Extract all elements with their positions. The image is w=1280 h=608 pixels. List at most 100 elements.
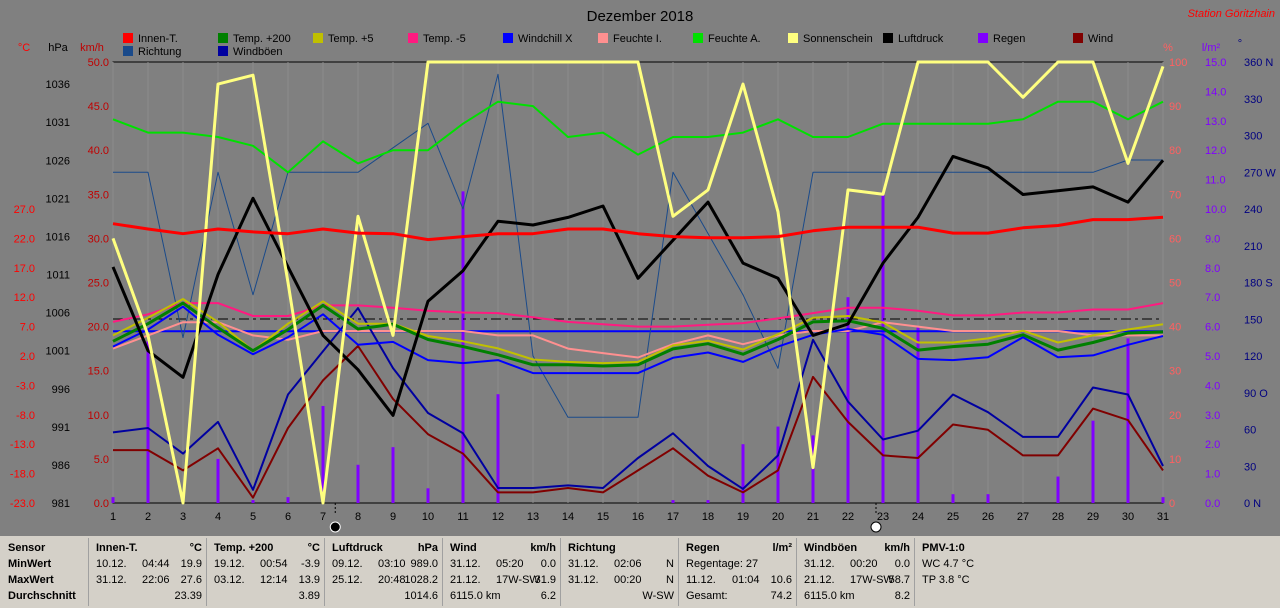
rain-bar — [216, 458, 220, 503]
summary-cell: 12:14 — [260, 574, 288, 586]
summary-cell: 8.2 — [894, 590, 910, 602]
tick-label-kmh: 50.0 — [88, 57, 109, 69]
tick-label-direction: 60 — [1244, 425, 1256, 437]
tick-label-direction: 90 O — [1244, 388, 1268, 400]
tick-label-kmh: 30.0 — [88, 233, 109, 245]
tick-label-rain: 2.0 — [1205, 439, 1220, 451]
summary-cell: 19.9 — [180, 558, 202, 570]
summary-cell: 1014.6 — [404, 590, 438, 602]
tick-label-percent: 90 — [1169, 101, 1181, 113]
full-moon-icon — [870, 521, 882, 533]
summary-cell: 00:54 — [260, 558, 288, 570]
legend-swatch — [1073, 33, 1083, 43]
summary-row-label: Sensor — [8, 542, 46, 554]
x-tick-label: 31 — [1157, 511, 1169, 523]
rain-bar — [1091, 420, 1095, 503]
summary-column-unit: hPa — [417, 542, 438, 554]
tick-label-hpa: 1011 — [46, 270, 70, 282]
series-line-sonnenschein — [111, 60, 1165, 505]
series-line-feuchte-a- — [112, 100, 1164, 174]
rain-bar — [356, 464, 360, 503]
column-divider — [324, 538, 325, 606]
legend-swatch — [123, 33, 133, 43]
tick-label-rain: 9.0 — [1205, 233, 1220, 245]
x-tick-label: 4 — [215, 511, 221, 523]
series-line-luftdruck — [111, 154, 1165, 417]
rain-bar — [951, 494, 955, 503]
column-divider — [560, 538, 561, 606]
tick-label-direction: 360 N — [1244, 57, 1273, 69]
tick-label-rain: 8.0 — [1205, 263, 1220, 275]
tick-label-hpa: 1026 — [46, 155, 70, 167]
summary-cell: 6.2 — [540, 590, 556, 602]
tick-label-rain: 4.0 — [1205, 380, 1220, 392]
rain-bar — [321, 405, 325, 503]
summary-table: Sensor MinWert MaxWert Durchschnitt Innen-T.… — [0, 536, 1280, 608]
tick-label-percent: 0 — [1169, 498, 1175, 510]
rain-bar — [426, 488, 430, 503]
tick-label-celsius: -3.0 — [16, 380, 35, 392]
legend-label: Temp. -5 — [423, 33, 466, 45]
rain-bar — [776, 426, 780, 503]
summary-cell: 31.12. — [804, 558, 835, 570]
summary-cell: 31.12. — [568, 574, 599, 586]
summary-cell: 03.12. — [214, 574, 245, 586]
summary-cell: 25.12. — [332, 574, 363, 586]
tick-label-rain: 12.0 — [1205, 145, 1226, 157]
tick-label-percent: 60 — [1169, 233, 1181, 245]
tick-label-rain: 0.0 — [1205, 498, 1220, 510]
tick-label-hpa: 1021 — [46, 193, 70, 205]
x-axis: 1 2 3 4 5 6 7 8 9 10 11 12 13 14 15 16 17 18 19 20 21 22 23 24 2… — [110, 503, 1169, 533]
rain-bar — [671, 500, 675, 503]
x-tick-label: 24 — [912, 511, 924, 523]
summary-column-unit: °C — [307, 542, 320, 554]
x-tick-label: 26 — [982, 511, 994, 523]
x-tick-label: 18 — [702, 511, 714, 523]
x-tick-label: 5 — [250, 511, 256, 523]
tick-label-percent: 30 — [1169, 366, 1181, 378]
summary-cell: TP 3.8 °C — [922, 574, 970, 586]
tick-label-rain: 10.0 — [1205, 204, 1226, 216]
summary-cell: 00:20 — [614, 574, 642, 586]
summary-cell: Gesamt: — [686, 590, 728, 602]
series-lines — [111, 60, 1165, 505]
legend-label: Innen-T. — [138, 33, 178, 45]
summary-cell: 31.9 — [534, 574, 556, 586]
summary-cell: 10.6 — [770, 574, 792, 586]
unit-hpa: hPa — [48, 42, 68, 54]
tick-label-hpa: 1031 — [46, 117, 70, 129]
summary-cell: 03:10 — [378, 558, 406, 570]
summary-column-title: Richtung — [568, 542, 616, 554]
x-tick-label: 14 — [562, 511, 574, 523]
tick-label-percent: 20 — [1169, 410, 1181, 422]
x-tick-label: 9 — [390, 511, 396, 523]
tick-label-direction: 300 — [1244, 131, 1262, 143]
summary-cell: 31.12. — [450, 558, 481, 570]
legend-label: Feuchte I. — [613, 33, 662, 45]
unit-kmh: km/h — [80, 42, 104, 54]
rain-bar — [286, 497, 290, 503]
tick-label-kmh: 15.0 — [88, 366, 109, 378]
summary-column: Temp. +200 °C 19.12. 00:54 -3.9 03.12. 12:14 13… — [208, 536, 326, 608]
x-tick-label: 8 — [355, 511, 361, 523]
x-tick-label: 1 — [110, 511, 116, 523]
legend-label: Wind — [1088, 33, 1113, 45]
x-tick-label: 11 — [457, 511, 468, 523]
tick-label-celsius: -18.0 — [10, 469, 35, 481]
summary-cell: 19.12. — [214, 558, 245, 570]
summary-cell: 989.0 — [410, 558, 438, 570]
summary-column-unit: km/h — [884, 542, 910, 554]
tick-label-celsius: 17.0 — [14, 263, 35, 275]
tick-label-percent: 80 — [1169, 145, 1181, 157]
column-divider — [914, 538, 915, 606]
legend-swatch — [788, 33, 798, 43]
new-moon-icon — [329, 521, 341, 533]
summary-cell: 23.39 — [174, 590, 202, 602]
station-name: Station Göritzhain — [1188, 8, 1275, 20]
x-tick-label: 10 — [422, 511, 434, 523]
tick-label-direction: 0 N — [1244, 498, 1261, 510]
column-divider — [206, 538, 207, 606]
legend-label: Windchill X — [518, 33, 573, 45]
x-tick-label: 7 — [320, 511, 326, 523]
legend-swatch — [598, 33, 608, 43]
